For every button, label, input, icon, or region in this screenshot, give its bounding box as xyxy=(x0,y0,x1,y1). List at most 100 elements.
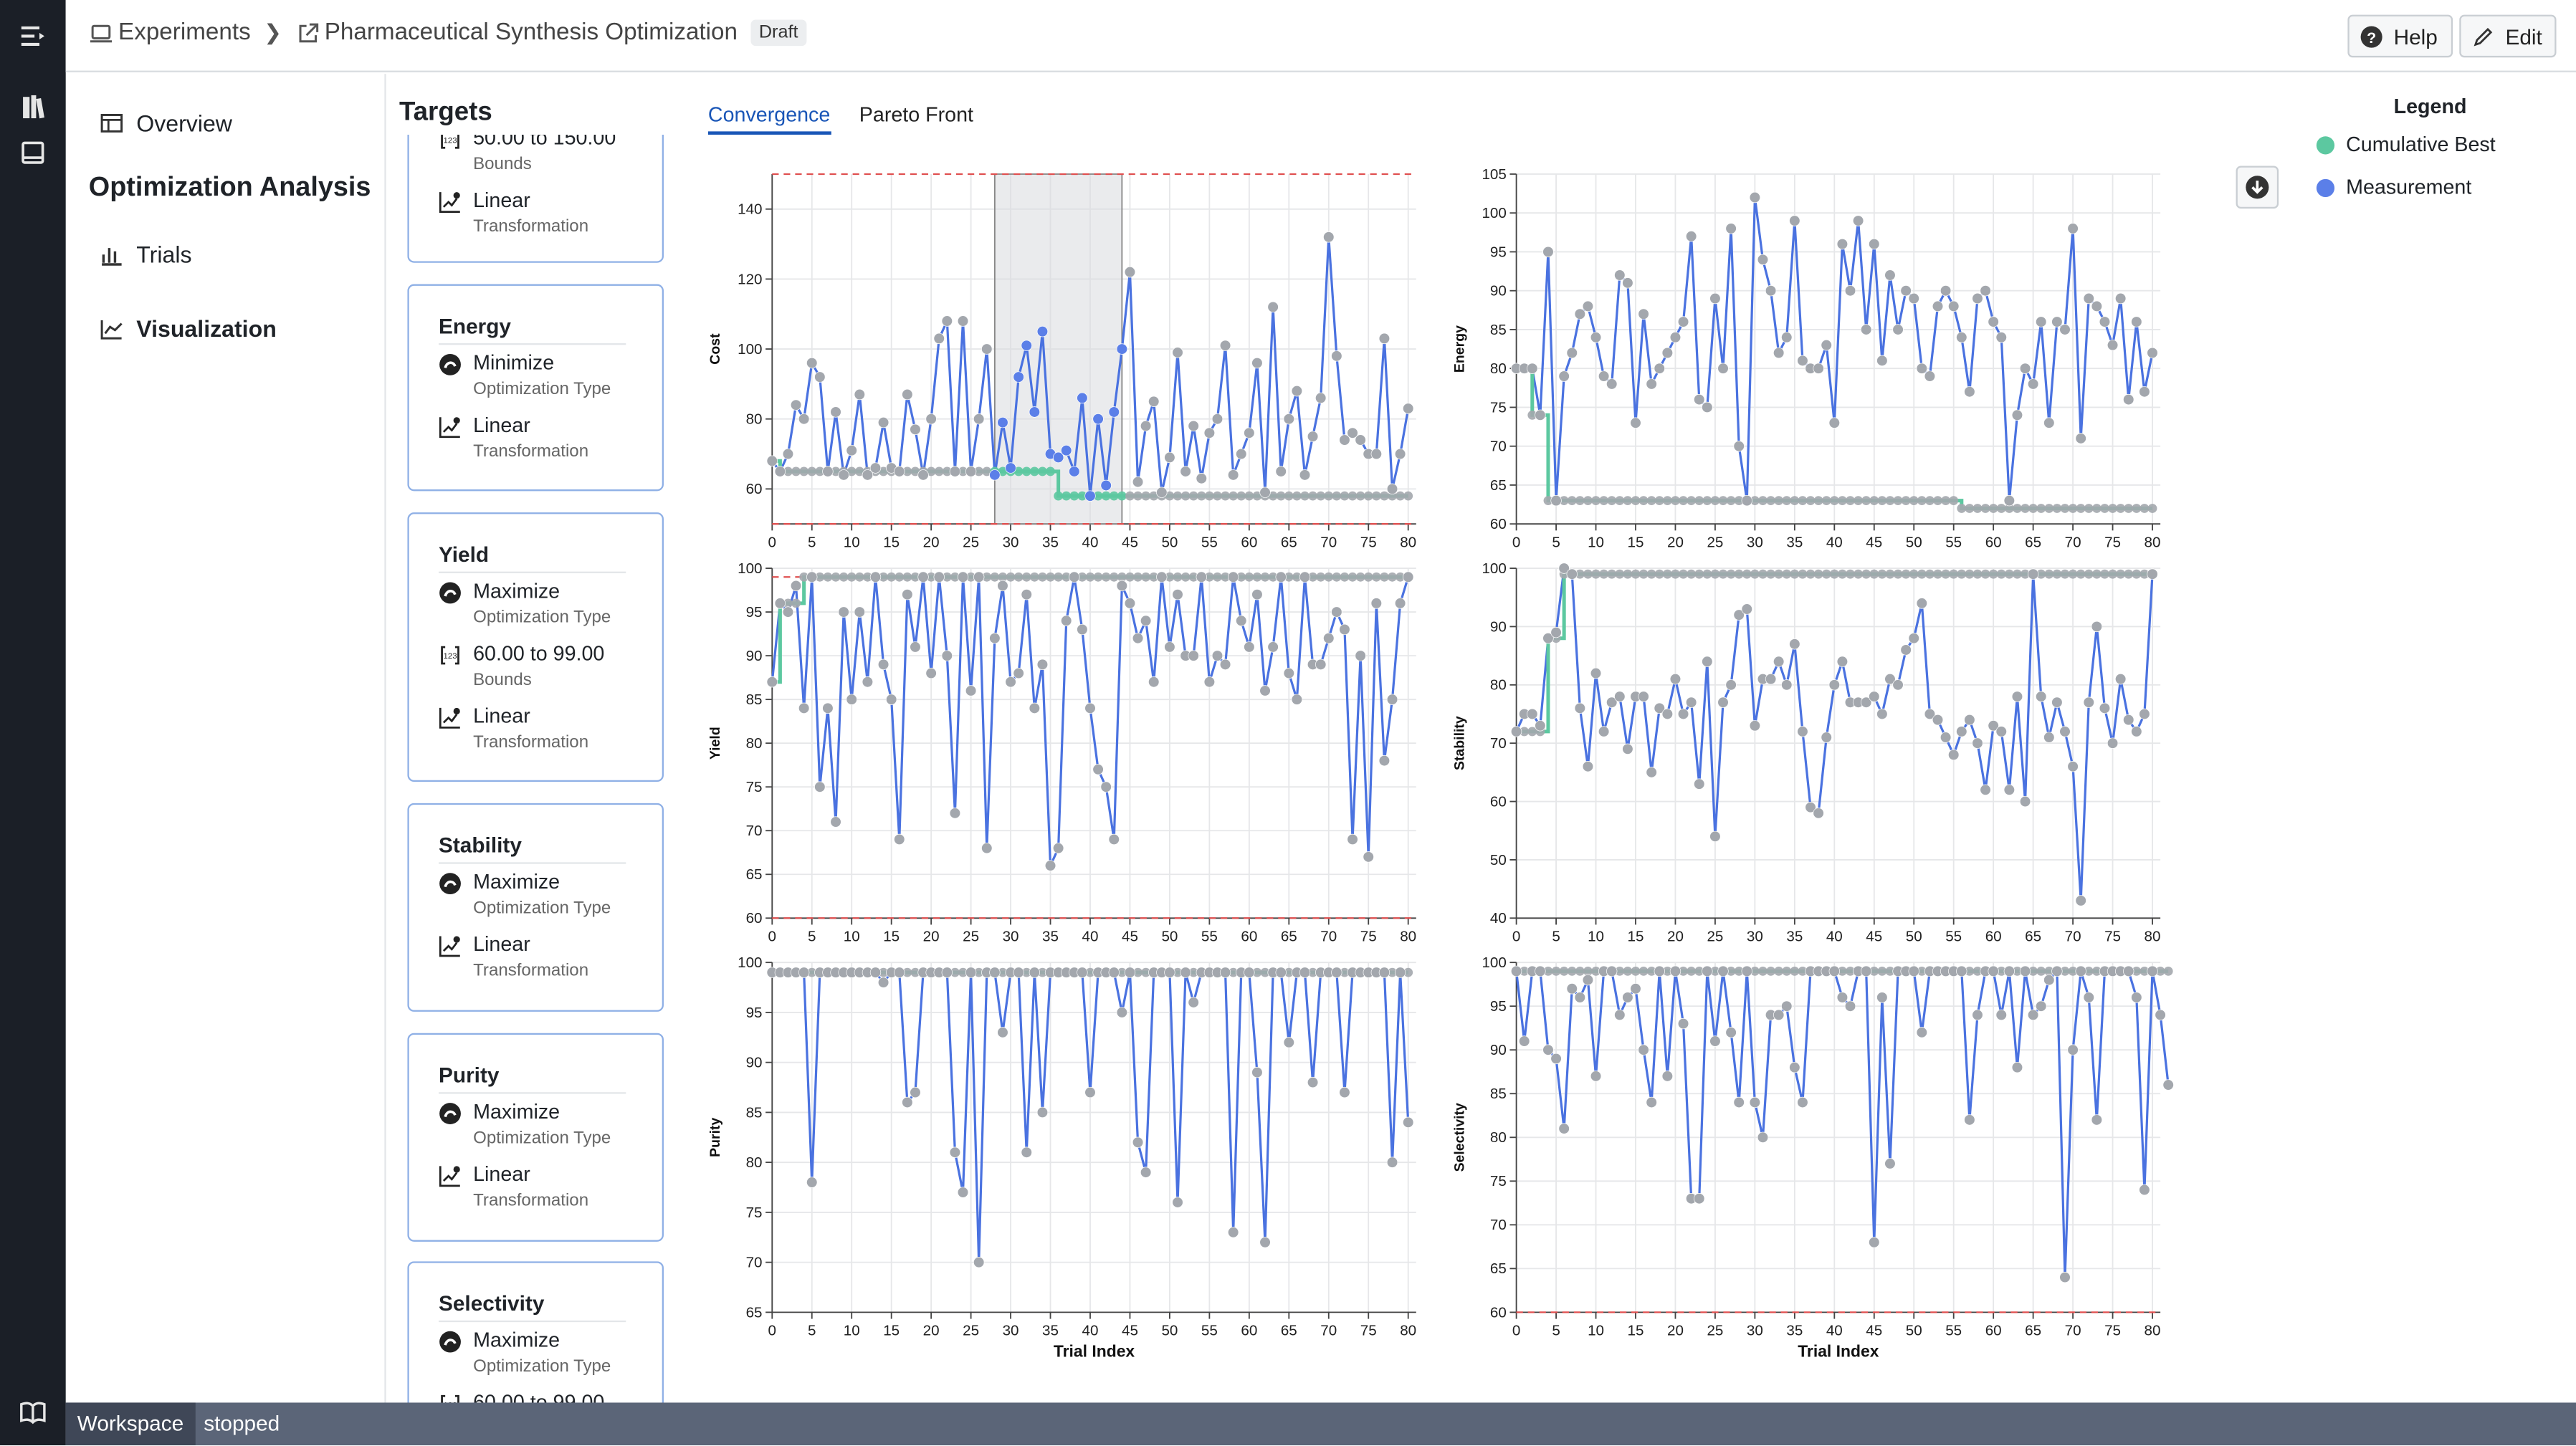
measurement-point xyxy=(1267,301,1279,313)
x-tick-label: 30 xyxy=(1747,1322,1763,1339)
best-point xyxy=(1046,466,1055,477)
type-label: Optimization Type xyxy=(473,1356,611,1376)
measurement-point xyxy=(782,448,794,460)
best-point xyxy=(1575,496,1585,506)
x-tick-label: 35 xyxy=(1786,928,1803,944)
legend-item-measurement[interactable]: Measurement xyxy=(2316,176,2471,198)
measurement-point xyxy=(2027,378,2039,390)
measurement-point xyxy=(1227,571,1239,583)
best-point xyxy=(1774,569,1784,579)
target-card-purity[interactable]: Purity Maximize Optimization Type Linear… xyxy=(407,1033,664,1242)
best-point xyxy=(1188,491,1198,501)
edit-button[interactable]: Edit xyxy=(2459,14,2557,58)
measurement-point xyxy=(1836,238,1848,250)
y-tick-label: 80 xyxy=(1490,360,1507,377)
measurement-point xyxy=(910,1086,921,1098)
best-point xyxy=(1141,491,1151,501)
best-point xyxy=(1599,496,1609,506)
x-tick-label: 75 xyxy=(2104,1322,2121,1339)
measurement-point xyxy=(1339,623,1350,636)
workspace-label[interactable]: Workspace xyxy=(65,1402,196,1446)
x-tick-label: 10 xyxy=(1588,928,1604,944)
target-card-yield[interactable]: Yield Maximize Optimization Type 123 60.… xyxy=(407,512,664,782)
measurement-point xyxy=(2043,974,2055,986)
stability-convergence-chart[interactable]: 40 50 60 70 80 90 100 0 5 10 15 20 25 30 35 40 45 50 55 60 6… xyxy=(1434,558,2190,944)
notebook-icon[interactable] xyxy=(16,136,49,169)
yield-convergence-chart[interactable]: 60 65 70 75 80 85 90 95 100 0 5 10 15 20 25 30 35 40 45 50 5… xyxy=(690,558,1446,944)
legend-item-cumulative-best[interactable]: Cumulative Best xyxy=(2316,133,2496,156)
target-card-cost[interactable]: 123 50.00 to 150.00 Bounds Linear Transf… xyxy=(407,134,664,263)
target-card-selectivity[interactable]: Selectivity Maximize Optimization Type 1… xyxy=(407,1261,664,1403)
measurement-point xyxy=(989,633,1001,644)
x-tick-label: 60 xyxy=(1985,534,2002,550)
breadcrumb-experiments-link[interactable]: Experiments xyxy=(118,19,251,47)
best-point xyxy=(1300,491,1310,501)
nav-overview[interactable]: Overview xyxy=(99,110,232,136)
measurement-point xyxy=(1916,1027,1928,1038)
measurement-point xyxy=(1005,676,1016,688)
measurement-point xyxy=(1077,967,1088,978)
best-point xyxy=(1292,491,1302,501)
help-button[interactable]: ? Help xyxy=(2347,14,2453,58)
nav-trials[interactable]: Trials xyxy=(99,241,191,268)
measurement-point xyxy=(877,416,889,428)
measurement-point xyxy=(2019,965,2031,977)
purity-convergence-chart[interactable]: 65 70 75 80 85 90 95 100 0 5 10 15 20 25 30 35 40 45 50 55 6… xyxy=(690,952,1446,1379)
x-tick-label: 60 xyxy=(1985,928,2002,944)
selectivity-convergence-chart[interactable]: 60 65 70 75 80 85 90 95 100 0 5 10 15 20 25 30 35 40 45 50 5… xyxy=(1434,952,2190,1379)
tab-convergence[interactable]: Convergence xyxy=(707,103,831,127)
measurement-point xyxy=(1733,441,1745,452)
bounds-icon: 123 xyxy=(439,134,462,151)
best-point xyxy=(942,466,952,477)
cost-convergence-chart[interactable]: 60 80 100 120 140 0 5 10 15 20 25 30 35 40 45 50 55 60 65 7… xyxy=(690,164,1446,550)
type-label: Optimization Type xyxy=(473,379,611,399)
transform-icon xyxy=(439,416,462,439)
best-point xyxy=(1268,491,1278,501)
download-button[interactable] xyxy=(2236,166,2279,209)
transform-label: Transformation xyxy=(473,216,589,237)
breadcrumb-current[interactable]: Pharmaceutical Synthesis Optimization xyxy=(324,19,738,47)
measurement-point xyxy=(1084,1086,1096,1098)
tab-pareto-front[interactable]: Pareto Front xyxy=(859,103,974,127)
measurement-point xyxy=(1370,598,1383,609)
measurement-point xyxy=(1654,702,1665,714)
library-icon[interactable] xyxy=(16,90,49,123)
best-point xyxy=(902,466,912,477)
type-label: Optimization Type xyxy=(473,1128,611,1149)
target-card-stability[interactable]: Stability Maximize Optimization Type Lin… xyxy=(407,803,664,1012)
best-point xyxy=(1734,966,1744,976)
target-card-energy[interactable]: Energy Minimize Optimization Type Linear… xyxy=(407,284,664,492)
measurement-point xyxy=(1749,191,1761,204)
best-point xyxy=(879,466,889,477)
measurement-point xyxy=(1638,691,1649,702)
best-point xyxy=(1901,569,1911,579)
nav-visualization[interactable]: Visualization xyxy=(99,315,277,342)
book-icon[interactable] xyxy=(16,1396,49,1429)
measurement-point xyxy=(1757,1131,1769,1143)
best-point xyxy=(1551,966,1561,976)
best-point xyxy=(854,572,864,582)
best-point xyxy=(2076,569,2086,579)
best-point xyxy=(1388,572,1397,582)
measurement-point xyxy=(1029,702,1041,714)
measurement-point xyxy=(1789,638,1800,650)
energy-convergence-chart[interactable]: 60 65 70 75 80 85 90 95 100 105 0 5 10 15 20 25 30 35 40 45… xyxy=(1434,164,2190,550)
transform-icon xyxy=(439,707,462,729)
best-point xyxy=(1885,966,1895,976)
best-point xyxy=(1917,496,1927,506)
measurement-point xyxy=(1251,589,1263,600)
best-point xyxy=(1798,966,1808,976)
x-tick-label: 35 xyxy=(1786,1322,1803,1339)
measurement-point xyxy=(1614,691,1626,702)
best-point xyxy=(1901,496,1911,506)
measurement-point xyxy=(1861,965,1872,977)
best-point xyxy=(1006,572,1016,582)
tab-underline xyxy=(707,131,831,135)
menu-toggle-icon[interactable] xyxy=(16,20,49,53)
best-point xyxy=(1268,572,1278,582)
targets-list[interactable]: 123 50.00 to 150.00 Bounds Linear Transf… xyxy=(398,134,677,1403)
measurement-point xyxy=(1702,656,1713,667)
measurement-point xyxy=(1132,633,1144,644)
best-point xyxy=(1988,504,1998,513)
best-point xyxy=(1702,569,1712,579)
